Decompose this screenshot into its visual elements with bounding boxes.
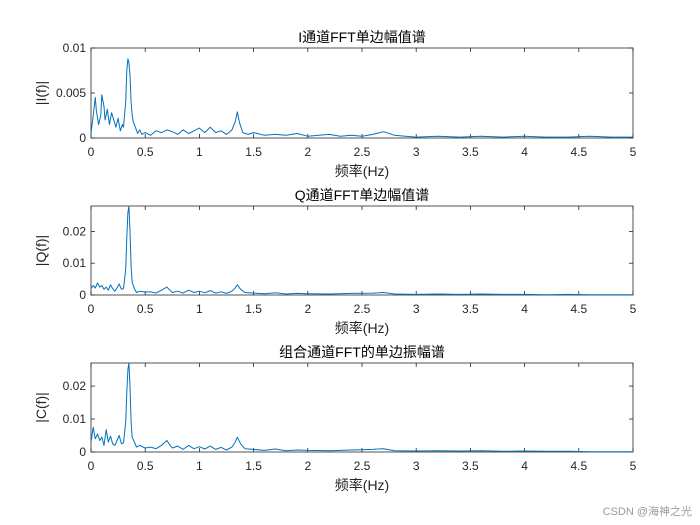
x-tick-label: 4.5: [570, 145, 587, 159]
x-tick-label: 1.5: [245, 302, 262, 316]
y-tick-label: 0.02: [63, 379, 87, 393]
x-tick-label: 5: [630, 459, 637, 473]
x-tick-label: 0: [88, 145, 95, 159]
x-tick-label: 3: [413, 302, 420, 316]
x-tick-label: 4.5: [570, 302, 587, 316]
chart-title: I通道FFT单边幅值谱: [298, 29, 426, 45]
y-tick-label: 0: [79, 288, 86, 302]
axes-box: [90, 47, 634, 139]
series-line-1: [90, 58, 633, 138]
x-tick-label: 2: [304, 302, 311, 316]
x-tick-label: 5: [630, 302, 637, 316]
x-tick-label: 5: [630, 145, 637, 159]
x-tick-label: 2.5: [354, 145, 371, 159]
x-tick-label: 2.5: [354, 302, 371, 316]
x-axis-label: 频率(Hz): [335, 477, 389, 493]
x-tick-label: 0.5: [137, 459, 154, 473]
x-tick-label: 4: [521, 459, 528, 473]
x-tick-label: 3.5: [462, 459, 479, 473]
x-tick-label: 0.5: [137, 302, 154, 316]
x-tick-label: 4.5: [570, 459, 587, 473]
x-tick-label: 3.5: [462, 145, 479, 159]
axes-box: [90, 205, 634, 296]
chart-title: 组合通道FFT的单边振幅谱: [279, 344, 445, 360]
y-tick-label: 0.01: [63, 412, 87, 426]
series-line-1: [90, 362, 633, 453]
y-tick-label: 0: [79, 445, 86, 459]
x-tick-label: 4: [521, 145, 528, 159]
y-tick-label: 0.02: [63, 224, 87, 238]
subplot-3: 0 0.5 1 1.5 2 2.5 3 3.5 4 4.5 5 0 0.01 0.02 组合通道FFT的单边…: [33, 344, 637, 493]
x-tick-label: 1.5: [245, 145, 262, 159]
series-line-1: [90, 205, 633, 296]
y-tick-label: 0.01: [63, 256, 87, 270]
x-tick-label: 0: [88, 302, 95, 316]
x-tick-label: 1: [196, 302, 203, 316]
subplot-1: 0 0.5 1 1.5 2 2.5 3 3.5 4 4.5 5 0 0.005 0.01 I通道FFT单边幅…: [33, 29, 637, 179]
watermark: CSDN @海神之光: [602, 506, 692, 518]
x-tick-label: 2.5: [354, 459, 371, 473]
x-tick-label: 3: [413, 145, 420, 159]
chart-title: Q通道FFT单边幅值谱: [295, 187, 430, 203]
x-tick-label: 3: [413, 459, 420, 473]
x-tick-label: 3.5: [462, 302, 479, 316]
x-tick-label: 1: [196, 145, 203, 159]
x-axis-label: 频率(Hz): [335, 163, 389, 179]
y-axis-label: |C(f)|: [33, 392, 49, 423]
x-tick-label: 2: [304, 459, 311, 473]
y-axis-label: |I(f)|: [33, 81, 49, 105]
x-axis-label: 频率(Hz): [335, 320, 389, 336]
x-tick-label: 0.5: [137, 145, 154, 159]
x-tick-label: 1.5: [245, 459, 262, 473]
x-tick-label: 1: [196, 459, 203, 473]
x-tick-label: 4: [521, 302, 528, 316]
x-tick-label: 0: [88, 459, 95, 473]
y-tick-label: 0.01: [63, 41, 87, 55]
y-tick-label: 0: [79, 131, 86, 145]
subplot-2: 0 0.5 1 1.5 2 2.5 3 3.5 4 4.5 5 0 0.01 0.02 Q通道FFT单边幅值…: [33, 187, 637, 336]
axes-box: [90, 362, 634, 453]
x-tick-label: 2: [304, 145, 311, 159]
y-axis-label: |Q(f)|: [33, 235, 49, 266]
y-tick-label: 0.005: [56, 86, 86, 100]
